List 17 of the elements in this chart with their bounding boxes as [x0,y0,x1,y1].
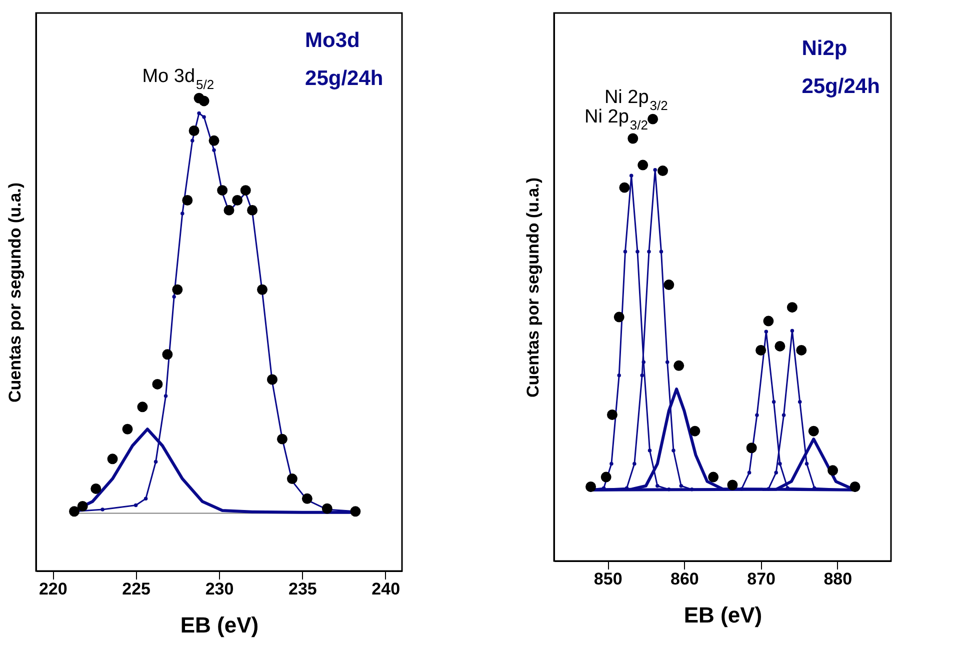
x-tick-label: 880 [824,570,852,588]
x-tick-label: 225 [122,580,151,598]
text: 25g/24h [802,75,880,98]
x-axis-title: EB (eV) [684,602,762,628]
y-axis-title: Cuentas por segundo (u.a.) [6,182,24,403]
x-tick-label: 240 [372,580,400,598]
x-tick-label: 230 [205,580,234,598]
x-tick-label: 870 [747,570,776,588]
text: Mo3d [305,29,360,52]
x-tick-label: 220 [38,580,68,598]
x-axis-title: EB (eV) [180,612,259,638]
y-axis-title: Cuentas por segundo (u.a.) [524,177,542,398]
text: 25g/24h [305,67,384,90]
x-tick-label: 235 [288,580,317,598]
x-tick-label: 850 [594,570,622,588]
x-tick-label: 860 [670,570,699,588]
text: Ni2p [802,37,848,60]
